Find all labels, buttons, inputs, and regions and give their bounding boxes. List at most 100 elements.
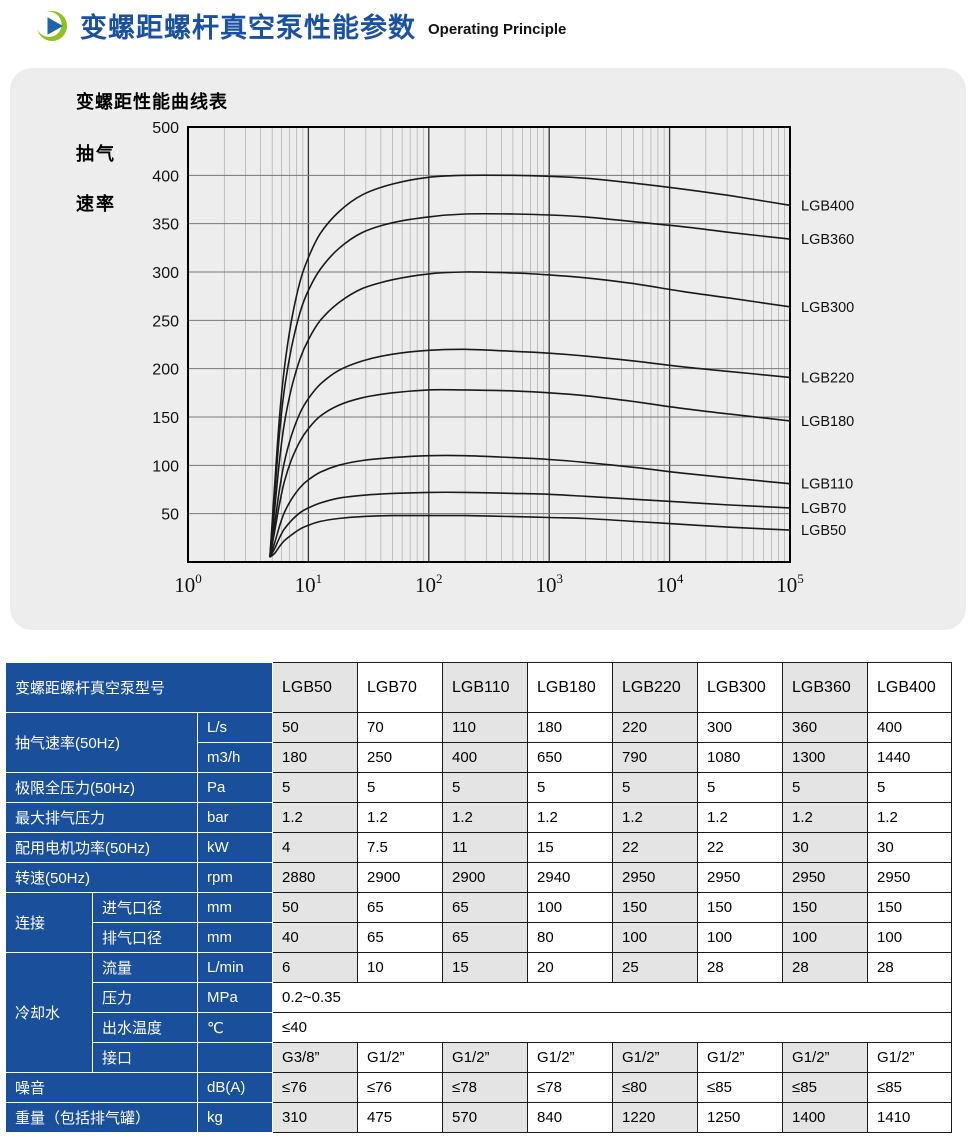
chart-title: 变螺距性能曲线表 (76, 92, 228, 112)
value-cell: 5 (612, 772, 699, 803)
value-cell: 5 (442, 772, 529, 803)
value-cell: 4 (272, 832, 359, 863)
value-cell: 1.2 (272, 802, 359, 833)
value-cell: ≤85 (867, 1072, 953, 1103)
y-tick-label: 350 (152, 217, 179, 234)
x-tick-label: 100 (174, 571, 202, 597)
y-tick-label: 50 (161, 507, 179, 524)
value-cell: ≤76 (357, 1072, 444, 1103)
row-label: 极限全压力(50Hz) (5, 772, 198, 803)
value-cell: 7.5 (357, 832, 444, 863)
value-cell: 650 (527, 742, 614, 773)
value-cell: 150 (867, 892, 953, 923)
value-cell: 110 (442, 712, 529, 743)
model-header-LGB70: LGB70 (357, 662, 444, 713)
value-cell: 1080 (697, 742, 784, 773)
value-cell: 11 (442, 832, 529, 863)
value-cell: 1.2 (527, 802, 614, 833)
curve-LGB400 (269, 174, 791, 558)
spec-table: 变螺距螺杆真空泵型号 LGB50 LGB70 LGB110 LGB180 LGB220 LG… (4, 662, 953, 1133)
unit-label: mm (196, 922, 274, 953)
x-tick-label: 101 (295, 571, 323, 597)
value-cell: 2950 (697, 862, 784, 893)
value-cell: 1440 (867, 742, 953, 773)
value-cell: 2880 (272, 862, 359, 893)
row-label: 最大排气压力 (5, 802, 198, 833)
value-cell: 10 (357, 952, 444, 983)
group-label: 连接 (5, 892, 93, 953)
value-cell: 50 (272, 712, 359, 743)
value-cell: 1.2 (782, 802, 869, 833)
plot-border (187, 126, 791, 563)
value-cell: 65 (442, 922, 529, 953)
value-cell: 65 (357, 892, 444, 923)
curve-label: LGB400 (801, 198, 854, 214)
value-cell: 1.2 (612, 802, 699, 833)
curve-LGB70 (269, 491, 791, 558)
value-cell: 1.2 (442, 802, 529, 833)
value-cell: 360 (782, 712, 869, 743)
value-cell: 300 (697, 712, 784, 743)
value-cell: 1.2 (867, 802, 953, 833)
page-title: 变螺距螺杆真空泵性能参数 (80, 13, 416, 43)
performance-chart-panel: 变螺距性能曲线表 抽气 速率 500 400 350 300 250 200 150 100 5… (10, 68, 966, 630)
value-cell: G1/2” (527, 1042, 614, 1073)
y-tick-label: 200 (152, 362, 179, 379)
group-label: 冷却水 (5, 952, 93, 1073)
table-row: 抽气速率(50Hz) L/s 50 70 110 180 220 300 360 400 (5, 712, 953, 773)
unit-label: L/min (196, 952, 274, 983)
y-tick-label: 100 (152, 458, 179, 475)
spec-table-wrap: 变螺距螺杆真空泵型号 LGB50 LGB70 LGB110 LGB180 LGB220 LG… (4, 662, 953, 1133)
table-row: 转速(50Hz) rpm 2880 2900 2900 2940 2950 2950 2950 2… (5, 862, 953, 893)
unit-label: ℃ (196, 1012, 274, 1043)
value-cell: G1/2” (782, 1042, 869, 1073)
value-cell: G1/2” (867, 1042, 953, 1073)
value-cell: 180 (272, 742, 359, 773)
value-cell: 22 (612, 832, 699, 863)
value-cell: 220 (612, 712, 699, 743)
table-row: 重量（包括排气罐） kg 310 475 570 840 1220 1250 1400 1410 (5, 1102, 953, 1133)
value-cell: 28 (867, 952, 953, 983)
chart-y-axis-label: 抽气 速率 (76, 144, 116, 214)
value-cell: 65 (357, 922, 444, 953)
value-cell: 310 (272, 1102, 359, 1133)
value-cell: 30 (867, 832, 953, 863)
curve-LGB180 (269, 388, 791, 558)
curve-label: LGB50 (801, 523, 846, 539)
unit-label: Pa (196, 772, 274, 803)
value-cell: 15 (442, 952, 529, 983)
y-tick-label: 250 (152, 313, 179, 330)
value-cell: 1410 (867, 1102, 953, 1133)
span-value: 0.2~0.35 (272, 982, 953, 1013)
curve-LGB110 (269, 454, 791, 558)
table-row: 冷却水 流量 L/min 6 10 15 20 25 28 28 28 (5, 952, 953, 1073)
value-cell: ≤85 (697, 1072, 784, 1103)
row-label: 配用电机功率(50Hz) (5, 832, 198, 863)
value-cell: 1220 (612, 1102, 699, 1133)
performance-chart: 500 400 350 300 250 200 150 100 50 100 101 102 103 10… (152, 120, 854, 597)
x-tick-label: 105 (776, 571, 804, 597)
value-cell: 5 (272, 772, 359, 803)
value-cell: 30 (782, 832, 869, 863)
curve-label: LGB220 (801, 370, 854, 386)
value-cell: 840 (527, 1102, 614, 1133)
table-row: 排气口径 mm 40 65 65 80 100 100 100 100 (6, 922, 953, 953)
table-row: 压力 MPa 0.2~0.35 (6, 982, 953, 1013)
unit-label: MPa (196, 982, 274, 1013)
unit-label: m3/h (196, 742, 274, 773)
table-header-row: 变螺距螺杆真空泵型号 LGB50 LGB70 LGB110 LGB180 LGB220 LG… (4, 662, 953, 713)
curve-LGB360 (269, 212, 791, 558)
table-title-cell: 变螺距螺杆真空泵型号 (4, 662, 274, 713)
value-cell: 150 (612, 892, 699, 923)
curve-LGB50 (269, 514, 791, 558)
span-value: ≤40 (272, 1012, 953, 1043)
model-header-LGB50: LGB50 (272, 662, 359, 713)
value-cell: 65 (442, 892, 529, 923)
value-cell: 80 (527, 922, 614, 953)
value-cell: 2950 (782, 862, 869, 893)
model-header-LGB400: LGB400 (867, 662, 953, 713)
unit-label: L/s (196, 712, 274, 743)
x-tick-label: 103 (535, 571, 563, 597)
y-tick-label: 300 (152, 265, 179, 282)
model-header-LGB360: LGB360 (782, 662, 869, 713)
